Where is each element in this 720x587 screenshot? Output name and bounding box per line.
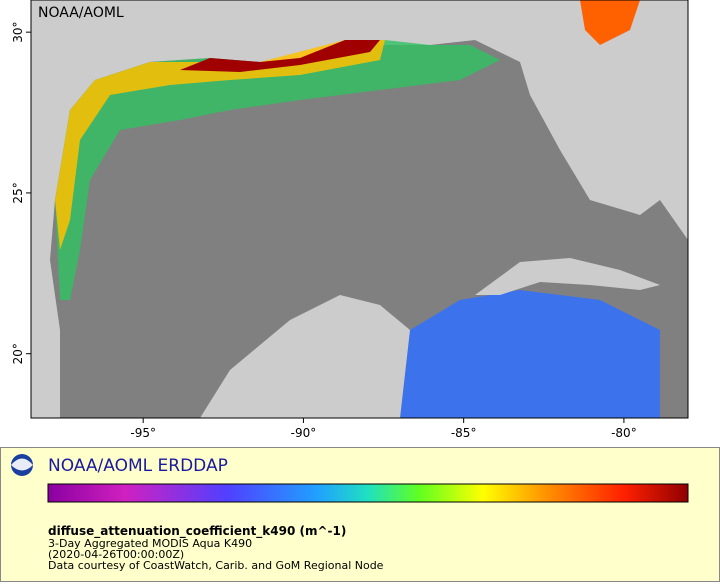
watermark: NOAA/AOML [38,5,124,21]
caribbean-water [400,290,660,418]
yucatan [200,295,410,418]
x-tick-label: -90° [291,426,317,440]
variable-name: diffuse_attenuation_coefficient_k490 (m^… [48,524,346,539]
legend-background [0,447,720,582]
y-tick-label: 20° [11,343,25,364]
map: NOAA/AOML [30,0,689,419]
x-tick-label: -80° [611,426,637,440]
florida [525,0,650,180]
x-tick-label: -85° [451,426,477,440]
info-line: 3-Day Aggregated MODIS Aqua K490 [48,537,252,550]
legend-title: NOAA/AOML ERDDAP [48,456,228,476]
noaa-logo-bird [11,458,33,471]
y-tick-label: 25° [11,182,25,203]
colorbar [47,483,689,503]
info-line: (2020-04-26T00:00:00Z) [48,548,184,561]
coastal-water [55,40,385,250]
coastal-water [580,0,640,45]
cuba [475,258,660,295]
y-tick-label: 30° [11,22,25,43]
coastal-water [55,40,500,300]
x-tick-label: -95° [130,426,156,440]
coastal-water [180,40,380,72]
map-frame [30,0,689,419]
legend-panel: NOAA/AOML ERDDAP diffuse_attenuation_coe… [0,447,720,582]
info-line: Data courtesy of CoastWatch, Carib. and … [48,559,384,572]
